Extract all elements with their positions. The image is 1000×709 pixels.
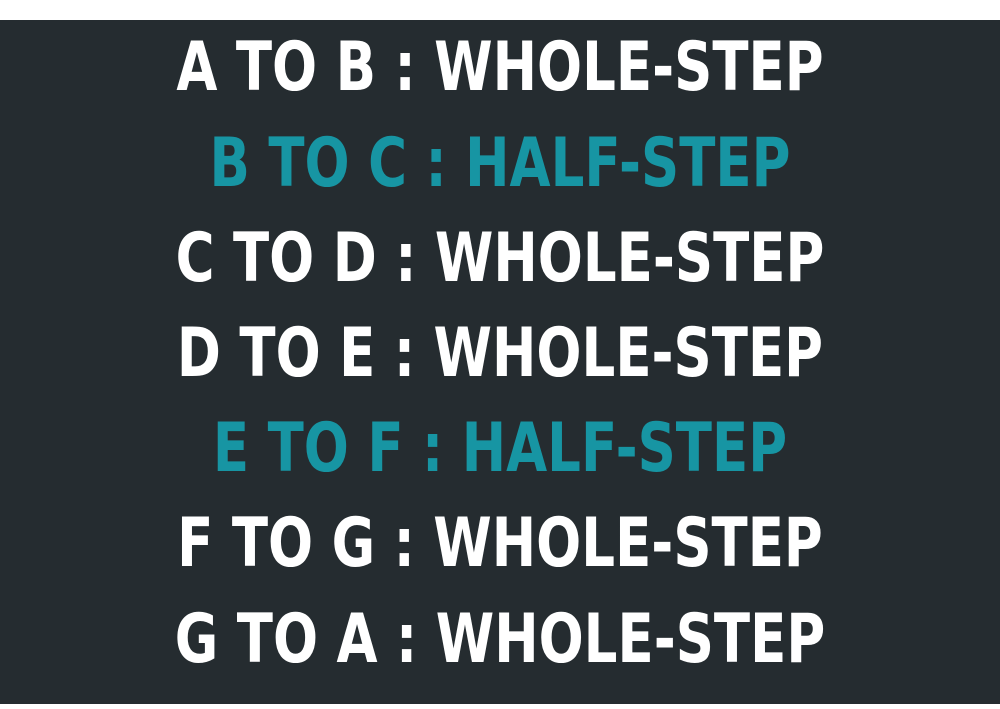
interval-line-a-b: A TO B : WHOLE-STEP	[176, 28, 824, 107]
interval-line-d-e: D TO E : WHOLE-STEP	[176, 314, 824, 393]
interval-line-g-a: G TO A : WHOLE-STEP	[174, 600, 826, 679]
interval-line-e-f: E TO F : HALF-STEP	[212, 409, 788, 488]
interval-panel: A TO B : WHOLE-STEP B TO C : HALF-STEP C…	[0, 20, 1000, 704]
interval-line-c-d: C TO D : WHOLE-STEP	[175, 219, 825, 298]
interval-line-b-c: B TO C : HALF-STEP	[209, 124, 791, 203]
interval-line-f-g: F TO G : WHOLE-STEP	[177, 504, 823, 583]
